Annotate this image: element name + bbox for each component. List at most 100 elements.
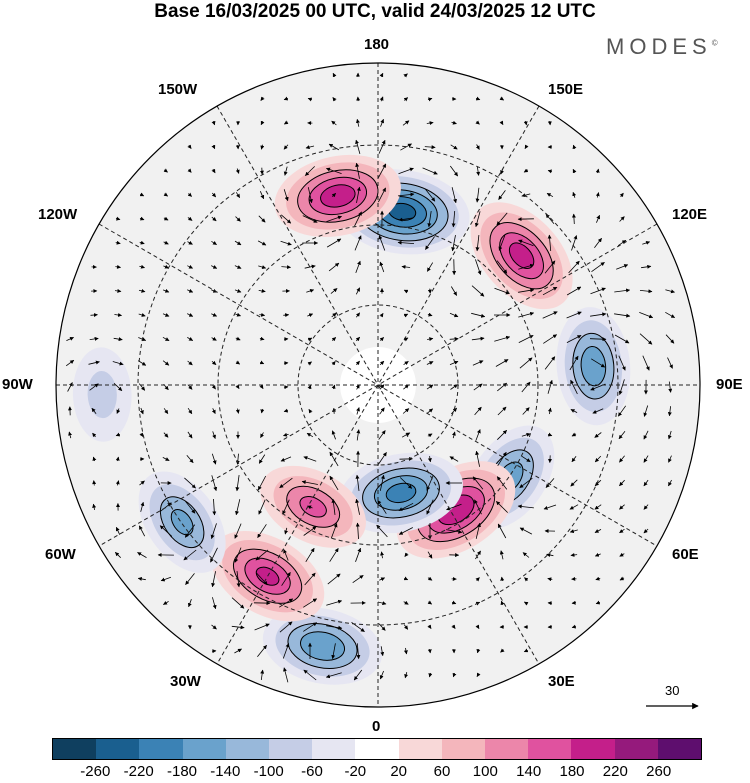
wind-vector [619,528,625,534]
wind-vector [475,577,480,582]
wind-vector [427,624,432,629]
colorbar-swatch [571,739,615,759]
wind-vector [449,312,459,318]
map-boundary [55,62,701,708]
colorbar-tick-label: 260 [646,763,672,780]
wind-vector [211,216,217,222]
anomaly-center [260,465,366,548]
wind-vector [332,97,337,102]
wind-vector [449,456,459,462]
wind-vector [569,529,578,534]
wind-vector [139,480,145,486]
wind-vector [355,474,360,491]
wind-vector [426,361,434,365]
wind-vector [451,187,457,204]
wind-vector [543,504,557,510]
wind-vector [499,120,504,126]
wind-vector [619,192,624,198]
colorbar-tick-label: -60 [301,763,323,780]
wind-vector [665,311,676,319]
wind-vector [403,73,408,78]
wind-vector [211,571,216,588]
colorbar-swatch [614,739,658,759]
wind-vector [643,528,649,534]
wind-vector [475,235,480,252]
wind-vector [524,144,529,150]
wind-vector [234,523,242,539]
wind-vector [331,120,337,126]
wind-vector [641,264,652,269]
wind-vector [163,264,169,269]
wind-vector [68,431,73,439]
wind-vector [614,288,631,293]
wind-vector [571,455,577,463]
wind-vector [260,432,265,438]
anomaly-field [72,154,631,685]
wind-vector [259,312,266,317]
wind-vector [138,313,146,317]
wind-vector [427,408,434,414]
wind-vector [424,145,436,150]
wind-vector [619,455,625,463]
wind-vector [303,669,317,681]
wind-vector [326,215,342,222]
wind-vector [353,669,363,681]
wind-vector [329,547,339,562]
anomaly-center [138,471,226,573]
colorbar-swatch [269,739,313,759]
wind-vector [427,288,432,294]
wind-vector [355,260,361,274]
wind-vector [450,286,458,296]
wind-vector [594,432,602,438]
colorbar-swatch [312,739,356,759]
wind-vector [183,549,197,561]
lon-label-150w: 150W [158,81,198,98]
wind-vector [590,287,606,295]
wind-vector [517,504,534,509]
wind-vector [471,285,485,297]
wind-vector [475,144,480,150]
colorbar-tick-label: -100 [253,763,284,780]
wind-vector [619,576,625,581]
wind-vector [355,498,360,515]
colorbar-swatch [139,739,183,759]
colorbar-swatch [182,739,226,759]
wind-vector [115,552,121,558]
wind-vector [451,235,456,252]
wind-vector [404,552,409,557]
wind-vector [398,527,413,535]
lon-label-90w: 90W [2,376,33,393]
arrow-right-icon [646,702,699,710]
lon-label-90e: 90E [716,376,743,393]
wind-vector [327,573,341,585]
wind-vector [617,405,627,417]
wind-vector [331,384,336,390]
wind-vector [427,433,433,438]
wind-vector [379,577,386,582]
wind-vector [494,335,511,342]
wind-vector [307,384,312,390]
wind-vector [594,504,602,510]
wind-vector [211,453,217,465]
wind-vector [187,168,192,173]
wind-vector [160,502,172,512]
lon-label-120w: 120W [38,206,78,223]
wind-vector [211,265,218,269]
colorbar-tick-label: 60 [433,763,451,780]
wind-vector [451,210,456,228]
wind-vector [403,600,409,605]
wind-vector [231,597,245,609]
anomaly-contour [580,346,607,387]
wind-vector [519,477,533,489]
wind-vector [497,430,507,440]
wind-vector [283,166,288,176]
wind-vector [380,118,385,127]
wind-vector [425,236,435,250]
wind-vector [187,407,193,415]
wind-vector [427,648,432,654]
wind-vector [305,547,315,563]
wind-vector [451,600,457,605]
wind-vector [187,264,194,269]
wind-vector [403,313,409,318]
wind-vector [355,547,362,562]
